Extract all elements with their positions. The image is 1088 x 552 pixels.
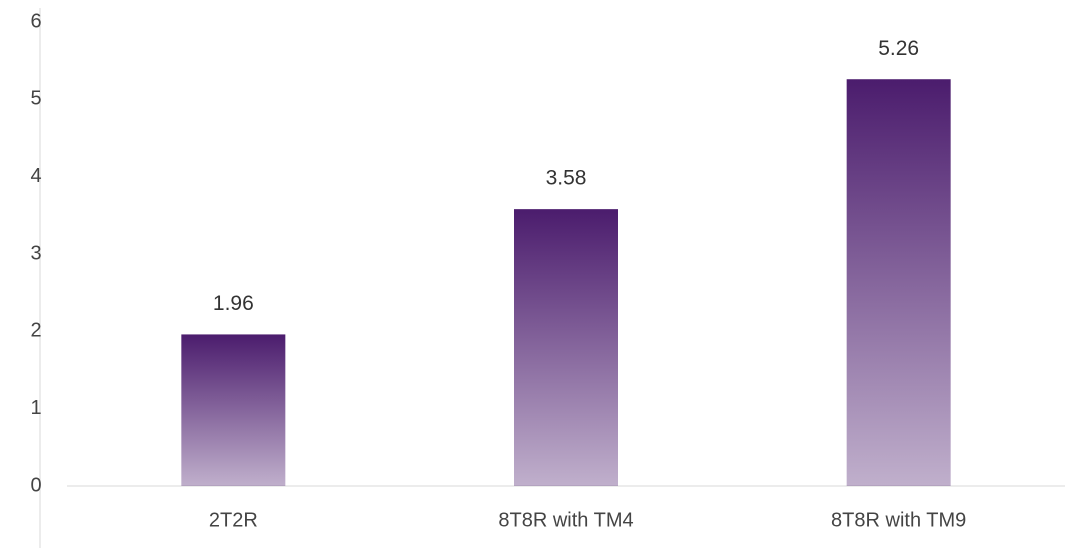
value-label: 5.26 [878, 37, 919, 60]
bar [846, 79, 951, 486]
x-tick-label: 2T2R [209, 509, 258, 531]
bar [514, 209, 618, 486]
y-tick-label: 2 [30, 320, 41, 342]
x-tick-label: 8T8R with TM9 [831, 509, 966, 531]
value-label: 3.58 [546, 167, 587, 190]
y-tick-label: 5 [30, 88, 41, 110]
y-tick-label: 1 [30, 397, 41, 419]
y-tick-label: 6 [30, 10, 41, 32]
value-label: 1.96 [213, 292, 254, 315]
y-tick-label: 3 [30, 242, 41, 264]
y-tick-label: 0 [30, 474, 41, 496]
x-tick-label: 8T8R with TM4 [498, 509, 633, 531]
y-tick-label: 4 [30, 165, 41, 187]
bar [181, 334, 286, 486]
